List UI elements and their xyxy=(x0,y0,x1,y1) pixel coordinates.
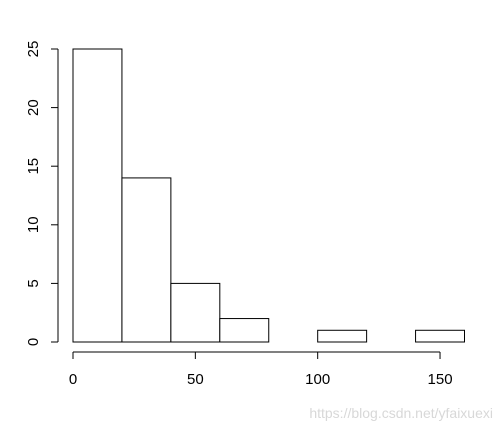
bar xyxy=(170,282,221,343)
y-tick-label: 15 xyxy=(25,158,42,175)
y-tick-label: 25 xyxy=(25,41,42,58)
bar xyxy=(121,177,172,343)
bar xyxy=(219,318,270,343)
y-tick-label: 20 xyxy=(25,99,42,116)
bar xyxy=(317,329,368,343)
x-tick-label: 0 xyxy=(69,371,77,388)
x-tick-label: 50 xyxy=(187,371,204,388)
watermark: https://blog.csdn.net/yfaixuexi xyxy=(309,405,493,421)
y-tick-label: 10 xyxy=(25,216,42,233)
y-tick-label: 0 xyxy=(25,338,42,346)
x-tick-label: 100 xyxy=(305,371,330,388)
y-tick-label: 5 xyxy=(25,279,42,287)
bar xyxy=(72,48,123,343)
bar xyxy=(415,329,465,343)
x-tick-label: 150 xyxy=(428,371,453,388)
